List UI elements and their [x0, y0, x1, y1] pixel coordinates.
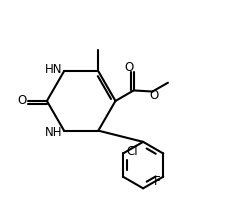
Text: O: O [17, 95, 27, 108]
Text: HN: HN [45, 62, 63, 75]
Text: Cl: Cl [126, 145, 138, 158]
Text: O: O [150, 89, 159, 102]
Text: NH: NH [45, 126, 63, 139]
Text: O: O [125, 61, 134, 74]
Text: F: F [154, 175, 160, 188]
